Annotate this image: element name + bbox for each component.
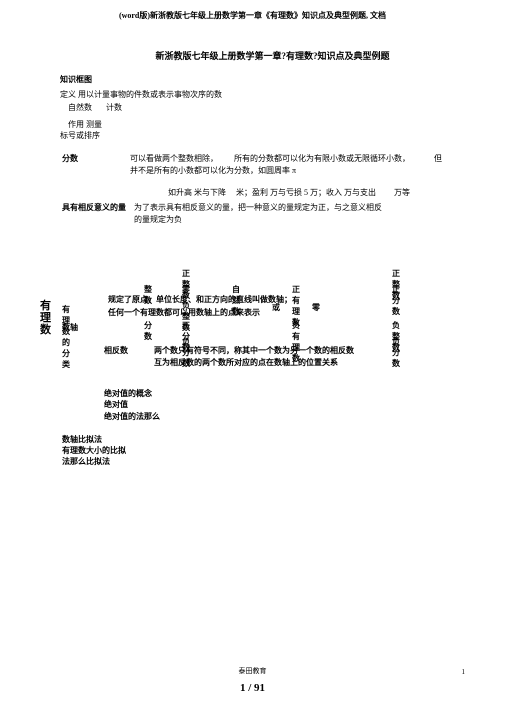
shuzhou-label: 数轴 [62, 322, 505, 333]
opposite-label: 具有相反意义的量 [62, 202, 134, 226]
cmp3: 法那么比拟法 [62, 456, 505, 467]
vertical-label: 有理数 [40, 300, 52, 336]
natural-number: 自然数 计数 [68, 102, 505, 113]
footer-right-num: 1 [462, 668, 466, 676]
cmp1: 数轴比拟法 [62, 434, 505, 445]
nat2: 计数 [106, 103, 122, 112]
fenshu-txt2: 并不是所有的小数都可以化为分数，如圆周率 π [130, 165, 505, 177]
example-line: 如升高 米与下降 米；盈利 万与亏损 5 万；收入 万与支出 万等 [168, 187, 505, 198]
opposite-block: 具有相反意义的量 为了表示具有相反意义的量，把一种意义的量规定为正，与之意义相反… [62, 202, 505, 226]
opposite-number-block: 相反数 两个数只有符号不同，称其中一个数为另一个数的相反数 互为相反数的两个数所… [104, 345, 505, 371]
ct-r5a: 负分数 [182, 336, 190, 369]
abs3: 绝对值的法那么 [104, 411, 505, 422]
opp-txt2: 的量规定为负 [134, 214, 505, 226]
cmp2: 有理数大小的比拟 [62, 445, 505, 456]
footer-edu: 泰田教育 [0, 666, 505, 676]
axis2: 任何一个有理数都可以用数轴上的点来表示 [108, 307, 505, 320]
absolute-value-block: 绝对值的概念 绝对值 绝对值的法那么 [104, 388, 505, 422]
ct-r3a: 有理数的分类 [62, 304, 70, 370]
ct-r2a: 整数 [144, 284, 152, 306]
ct-r4c: 负有理数 [292, 320, 300, 364]
xfs-txt1: 两个数只有符号不同，称其中一个数为另一个数的相反数 [154, 345, 505, 358]
ct-r3c: 或 [272, 302, 280, 313]
nat1: 自然数 [68, 103, 92, 112]
abs1: 绝对值的概念 [104, 388, 505, 399]
doc-title: 新浙教版七年级上册数学第一章?有理数?知识点及典型例题 [40, 49, 505, 62]
footer-page-number: 1 / 91 [0, 682, 505, 694]
xfs-text: 两个数只有符号不同，称其中一个数为另一个数的相反数 互为相反数的两个数所对应的点… [140, 345, 505, 371]
axis1: 规定了原点、单位长度、和正方向的直线叫做数轴； [108, 294, 505, 307]
fenshu-txt1: 可以看做两个整数相除， 所有的分数都可以化为有限小数或无限循环小数， 但 [130, 153, 505, 165]
opposite-text: 为了表示具有相反意义的量，把一种意义的量规定为正，与之意义相反 的量规定为负 [134, 202, 505, 226]
ct-r2b: 零 [182, 284, 190, 295]
use-line2: 标号或排序 [60, 130, 505, 141]
ct-r2e: 正分数 [392, 284, 400, 317]
xfs-label: 相反数 [104, 345, 140, 371]
fenshu-label: 分数 [62, 153, 98, 177]
xfs-txt2: 互为相反数的两个数所对应的点在数轴上的位置关系 [154, 357, 505, 370]
ct-r2c: 自然数 [232, 284, 240, 317]
ct-r5b: 负分数 [392, 336, 400, 369]
abs2: 绝对值 [104, 399, 505, 410]
definition-line: 定义 用以计量事物的件数或表示事物次序的数 [60, 89, 505, 100]
ct-r3d: 零 [312, 302, 320, 313]
compare-block: 数轴比拟法 有理数大小的比拟 法那么比拟法 [62, 434, 505, 468]
page-header: (word版)新浙教版七年级上册数学第一章《有理数》知识点及典型例题, 文档 [0, 0, 505, 21]
fenshu-text: 可以看做两个整数相除， 所有的分数都可以化为有限小数或无限循环小数， 但 并不是… [98, 153, 505, 177]
axis-block: 规定了原点、单位长度、和正方向的直线叫做数轴； 任何一个有理数都可以用数轴上的点… [108, 294, 505, 320]
ct-r4a: 分数 [144, 320, 152, 342]
section-kstk: 知识框图 [60, 74, 505, 85]
opp-txt1: 为了表示具有相反意义的量，把一种意义的量规定为正，与之意义相反 [134, 202, 505, 214]
use-line: 作用 测量 [68, 119, 505, 130]
fenshu-block: 分数 可以看做两个整数相除， 所有的分数都可以化为有限小数或无限循环小数， 但 … [62, 153, 505, 177]
